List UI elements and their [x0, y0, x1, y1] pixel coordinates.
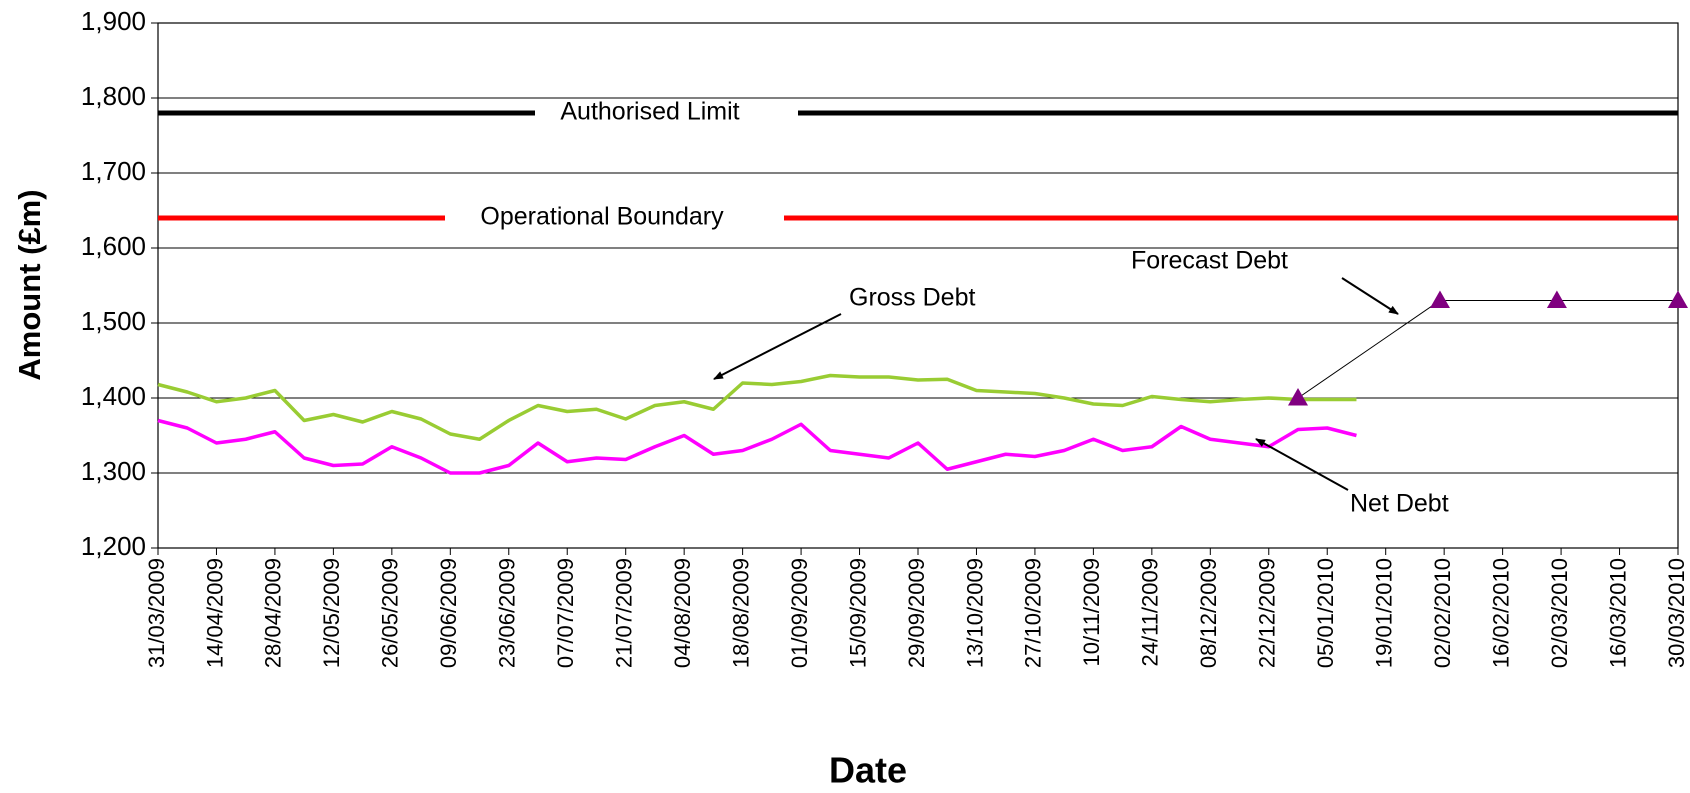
series-line: [157, 373, 1357, 441]
x-tick-label: 05/01/2010: [1313, 558, 1338, 668]
y-tick-label: 1,400: [81, 381, 146, 411]
y-tick-label: 1,500: [81, 306, 146, 336]
x-tick-label: 29/09/2009: [904, 558, 929, 668]
annotation-arrow: [1341, 277, 1399, 315]
forecast-marker: [1546, 290, 1567, 308]
x-tick-label: 26/05/2009: [378, 558, 403, 668]
x-tick-label: 22/12/2009: [1255, 558, 1280, 668]
x-axis-title: Date: [829, 750, 907, 791]
x-tick-label: 28/04/2009: [261, 558, 286, 668]
x-tick-label: 18/08/2009: [728, 558, 753, 668]
x-tick-label: 31/03/2009: [144, 558, 169, 668]
x-tick-label: 21/07/2009: [612, 558, 637, 668]
x-tick-label: 27/10/2009: [1021, 558, 1046, 668]
y-axis-title: Amount (£m): [12, 189, 47, 380]
forecast-marker: [1288, 388, 1308, 406]
annotation-arrow: [1255, 438, 1349, 491]
x-tick-label: 24/11/2009: [1138, 558, 1163, 666]
y-tick-label: 1,900: [81, 6, 146, 36]
y-tick-label: 1,300: [81, 456, 146, 486]
x-tick-label: 23/06/2009: [495, 558, 520, 668]
forecast-marker: [1429, 290, 1450, 308]
y-tick-label: 1,700: [81, 156, 146, 186]
x-tick-label: 16/02/2010: [1488, 558, 1513, 668]
annotation: Net Debt: [1350, 490, 1449, 518]
reference-label: Operational Boundary: [480, 203, 724, 231]
x-tick-label: 14/04/2009: [202, 558, 227, 668]
annotation: Gross Debt: [849, 284, 975, 312]
x-tick-label: 02/03/2010: [1547, 558, 1572, 668]
x-tick-label: 09/06/2009: [436, 558, 461, 668]
x-tick-label: 01/09/2009: [787, 558, 812, 668]
x-tick-label: 13/10/2009: [962, 558, 987, 668]
reference-label: Authorised Limit: [560, 98, 739, 126]
x-tick-label: 30/03/2010: [1664, 558, 1689, 668]
x-tick-label: 15/09/2009: [845, 558, 870, 668]
x-tick-label: 08/12/2009: [1196, 558, 1221, 668]
x-tick-label: 12/05/2009: [319, 558, 344, 668]
y-tick-label: 1,200: [81, 531, 146, 561]
forecast-marker: [1668, 290, 1688, 308]
forecast-line: [1297, 300, 1678, 399]
x-tick-label: 19/01/2010: [1372, 558, 1397, 668]
series-line: [157, 418, 1357, 475]
x-tick-label: 04/08/2009: [670, 558, 695, 668]
x-tick-label: 16/03/2010: [1605, 558, 1630, 668]
x-tick-label: 10/11/2009: [1079, 558, 1104, 666]
y-tick-label: 1,600: [81, 231, 146, 261]
x-tick-label: 02/02/2010: [1430, 558, 1455, 668]
annotation: Forecast Debt: [1131, 247, 1288, 275]
x-tick-label: 07/07/2009: [553, 558, 578, 668]
annotation-arrow: [713, 313, 842, 380]
y-tick-label: 1,800: [81, 81, 146, 111]
